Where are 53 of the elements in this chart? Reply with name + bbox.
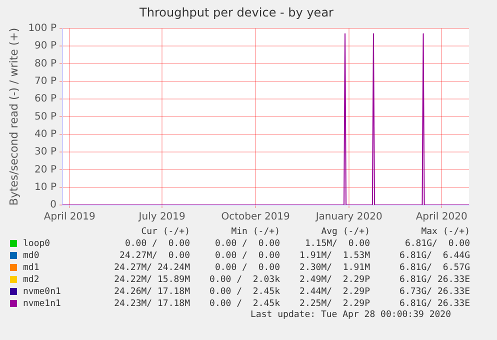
legend-label: md0 [22, 250, 40, 262]
y-tick-label: 80 P [34, 58, 56, 70]
text: Avg (-/+) [320, 226, 370, 238]
text: 1.15M/ 0.00 [304, 238, 370, 250]
y-tick-label: 50 P [34, 111, 56, 122]
text: Max (-/+) [420, 226, 470, 238]
chart-title: Throughput per device - by year [138, 5, 334, 20]
y-tick-label: 90 P [34, 40, 56, 52]
text: 6.81G/ 26.33E [398, 274, 470, 286]
legend-label: md1 [22, 262, 40, 274]
x-tick-label: January 2020 [314, 212, 382, 223]
legend-label: loop0 [22, 238, 52, 250]
legend-label: md2 [22, 274, 40, 286]
text: 0.00 / 2.03k [208, 274, 280, 286]
text: 6.81G/ 6.44G [398, 250, 470, 262]
y-tick-label: 20 P [34, 164, 56, 176]
y-tick-label: 70 P [34, 76, 56, 87]
x-tick-label: April 2019 [44, 212, 96, 223]
text: 0.00 / 2.45k [208, 286, 280, 298]
text: 6.81G/ 0.00 [404, 238, 470, 250]
text: 0.00 / 0.00 [214, 262, 280, 274]
y-tick-label: 60 P [34, 94, 56, 105]
text: 6.81G/ 26.33E [398, 298, 470, 310]
text: 0.00 / 0.00 [124, 238, 190, 250]
y-tick-label: 100 P [28, 22, 56, 34]
text: 24.23M/ 17.18M [113, 298, 190, 310]
text: 24.22M/ 15.89M [113, 274, 190, 286]
text: 2.25M/ 2.29P [298, 298, 370, 310]
text: 6.81G/ 6.57G [398, 262, 470, 274]
text: 24.26M/ 17.18M [113, 286, 190, 298]
text: Last update: Tue Apr 28 00:00:39 2020 [250, 310, 451, 320]
y-tick-label: 30 P [34, 146, 56, 158]
text: 0.00 / 0.00 [214, 250, 280, 262]
y-tick-label: 40 P [34, 128, 56, 140]
text: 6.73G/ 26.33E [398, 286, 470, 298]
text: 1.91M/ 1.53M [298, 250, 370, 262]
text: 24.27M/ 0.00 [118, 250, 190, 262]
text: 2.30M/ 1.91M [298, 262, 370, 274]
text: 2.44M/ 2.29P [298, 286, 370, 298]
x-tick-label: October 2019 [221, 212, 290, 223]
y-tick-label: 0 [50, 200, 56, 211]
text: 0.00 / 2.45k [208, 298, 280, 310]
text: Cur (-/+) [140, 226, 190, 238]
text: 24.27M/ 24.24M [113, 262, 190, 274]
text: 0.00 / 0.00 [214, 238, 280, 250]
legend-label: nvme1n1 [22, 298, 62, 310]
y-axis-title: Bytes/second read (-) / write (+) [7, 28, 20, 206]
y-tick-label: 10 P [34, 182, 56, 193]
x-tick-label: April 2020 [416, 212, 468, 223]
text: Min (-/+) [230, 226, 280, 238]
text: 2.49M/ 2.29P [298, 274, 370, 286]
x-tick-label: July 2019 [138, 212, 186, 223]
legend-label: nvme0n1 [22, 286, 62, 298]
